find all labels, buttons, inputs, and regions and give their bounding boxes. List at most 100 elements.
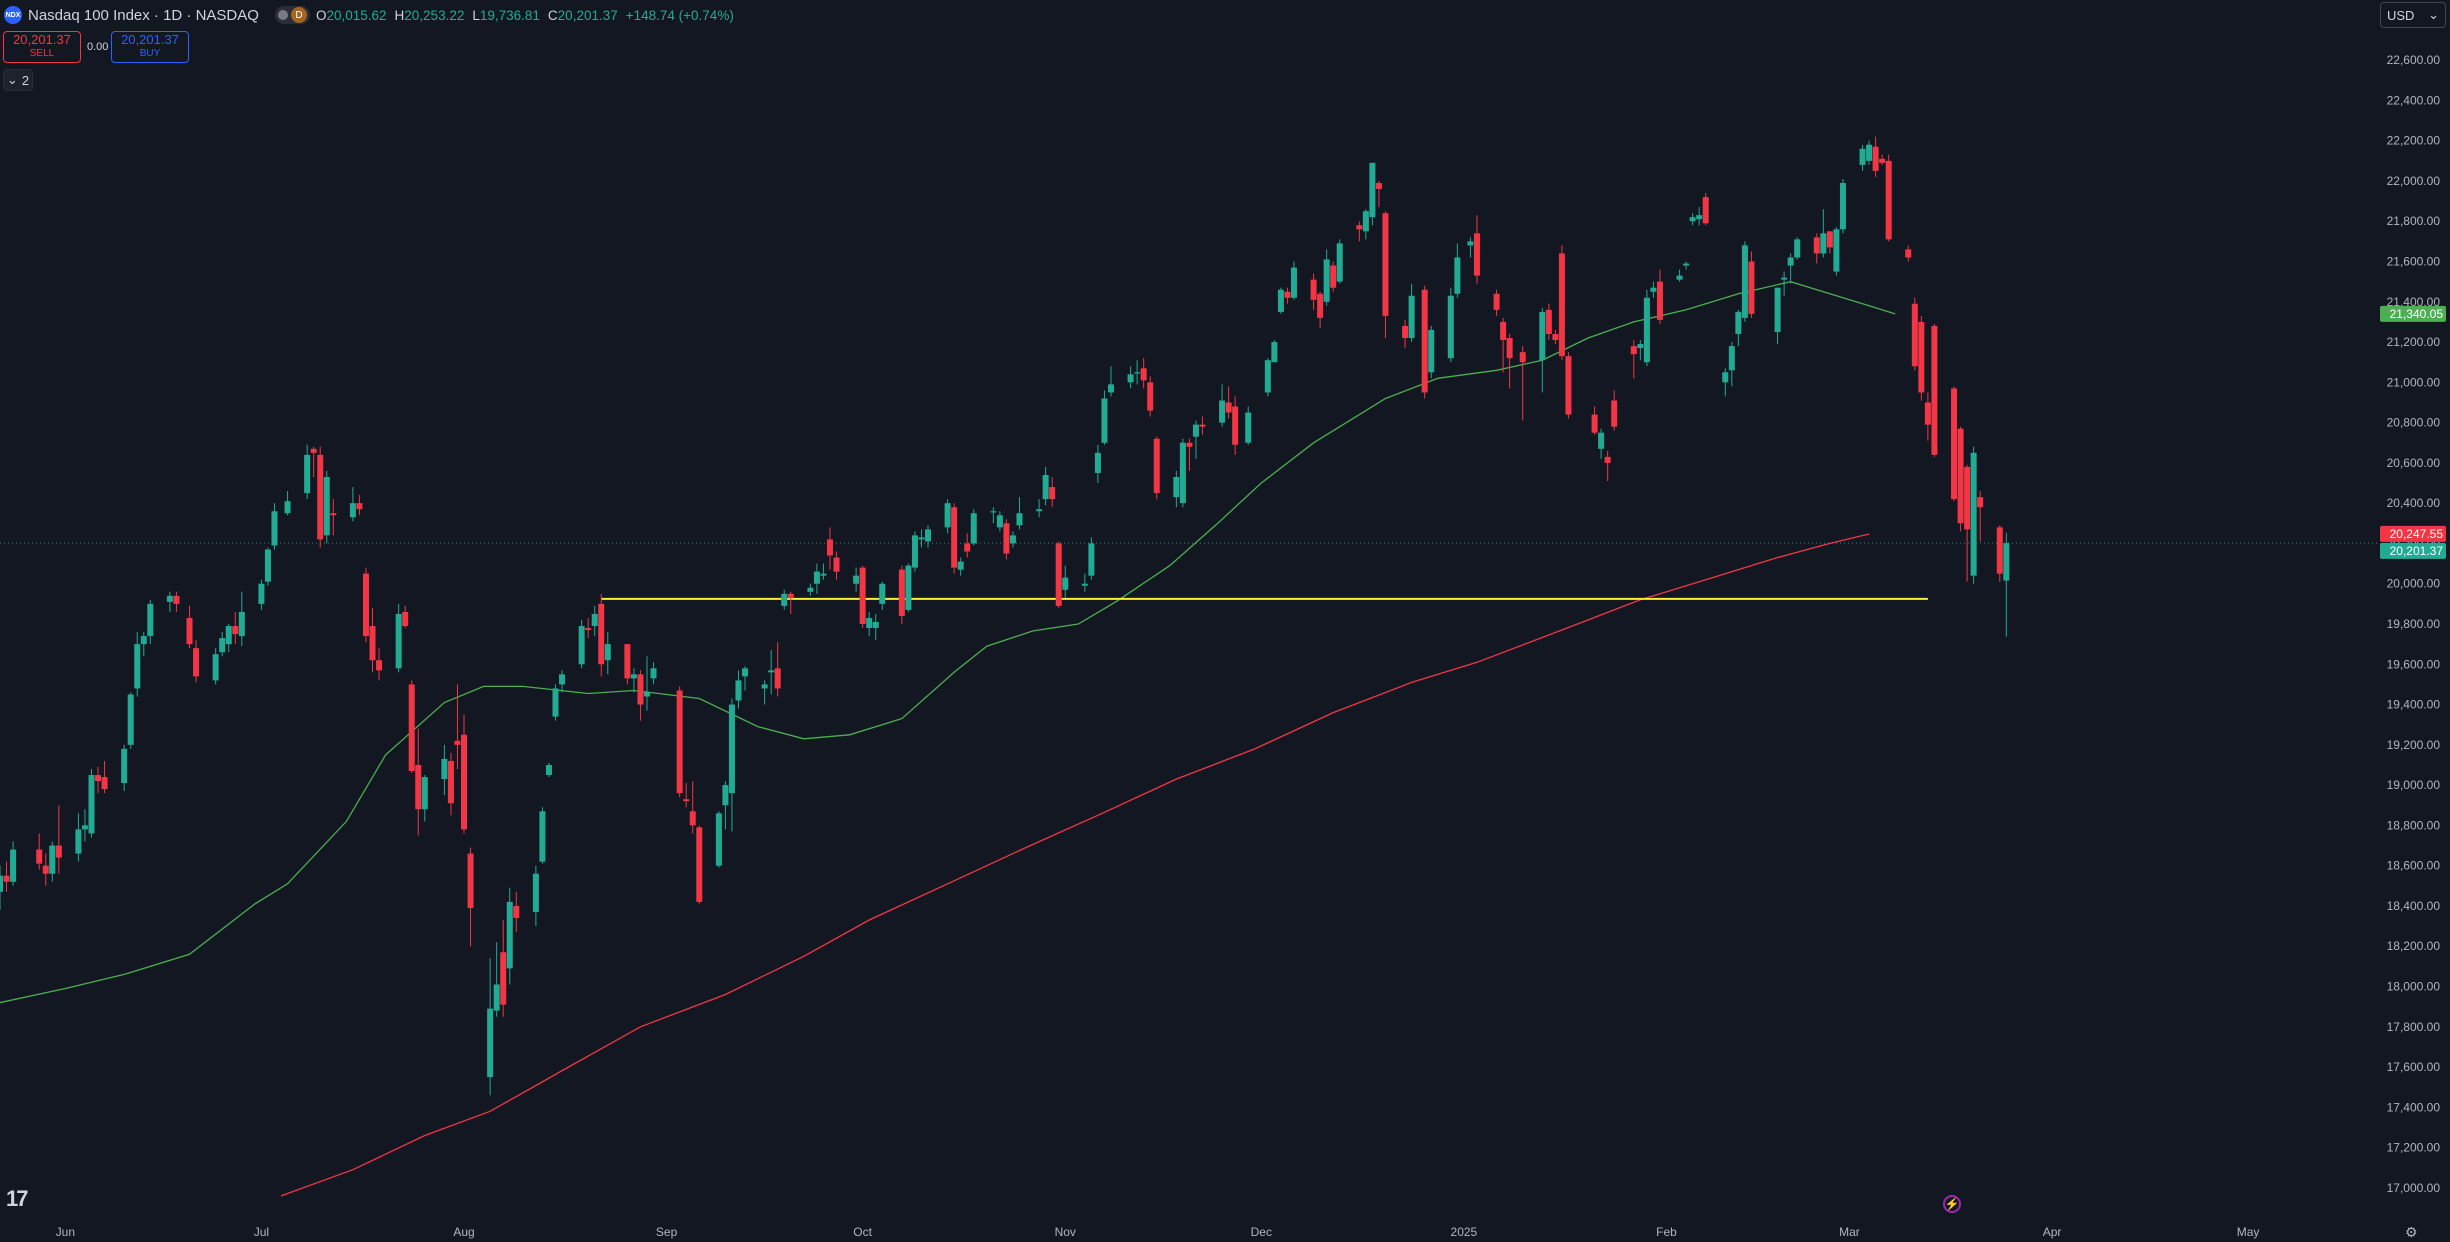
candle-body	[1362, 211, 1369, 232]
candle-body	[1951, 388, 1958, 500]
candle-body	[1375, 182, 1382, 190]
candle-body	[2003, 543, 2010, 581]
candle-body	[1062, 577, 1069, 590]
ohlc-values: O20,015.62 H20,253.22 L19,736.81 C20,201…	[316, 8, 734, 23]
candle-body	[532, 873, 539, 912]
tradingview-logo-icon[interactable]: 17	[6, 1186, 29, 1211]
candle-body	[591, 613, 598, 627]
candle-body	[232, 626, 239, 635]
candle-body	[1101, 398, 1108, 443]
candle-body	[225, 626, 232, 645]
indicators-toggle-button[interactable]: ⌄ 2	[3, 69, 33, 91]
candle-body	[1042, 474, 1049, 500]
y-tick-label: 17,400.00	[2387, 1100, 2441, 1114]
candle-body	[826, 539, 833, 556]
candle-body	[81, 825, 88, 830]
candle-body	[1689, 217, 1696, 222]
candle-body	[1219, 400, 1226, 423]
y-tick-label: 21,400.00	[2387, 295, 2441, 309]
y-tick-label: 18,800.00	[2387, 818, 2441, 832]
candle-body	[317, 454, 324, 540]
candle-body	[304, 454, 311, 494]
candle-body	[1650, 287, 1657, 292]
candle-body	[774, 668, 781, 689]
currency-select[interactable]: USD ⌄	[2380, 2, 2446, 28]
candle-body	[1611, 400, 1618, 427]
candle-body	[1931, 325, 1938, 455]
candle-body	[1454, 257, 1461, 294]
y-tick-label: 18,200.00	[2387, 939, 2441, 953]
candle-body	[1637, 344, 1644, 349]
candle-body	[395, 613, 402, 669]
data-badge: D	[290, 7, 307, 23]
candle-body	[1134, 372, 1141, 374]
candle-body	[1558, 253, 1565, 357]
candle-body	[140, 636, 147, 645]
candle-body	[166, 595, 173, 602]
y-tick-label: 19,400.00	[2387, 698, 2441, 712]
candle-body	[1003, 523, 1010, 554]
candle-body	[859, 567, 866, 624]
candle-body	[1598, 432, 1605, 449]
candle-body	[1604, 456, 1611, 463]
candle-body	[957, 561, 964, 570]
candle-body	[1153, 438, 1160, 494]
candle-body	[1369, 162, 1376, 218]
candle-body	[121, 748, 128, 784]
candle-body	[1924, 402, 1931, 425]
ma200-layer	[280, 533, 1870, 1197]
candle-body	[742, 668, 749, 677]
candle-body	[696, 827, 703, 902]
chevron-down-icon: ⌄	[6, 72, 18, 87]
symbol-icon[interactable]: NDX	[4, 6, 22, 24]
candle-body	[539, 811, 546, 862]
candle-body	[951, 507, 958, 568]
sell-button[interactable]: 20,201.37 SELL	[3, 31, 81, 63]
candle-body	[1977, 497, 1984, 508]
candle-body	[323, 476, 330, 536]
lightning-icon[interactable]: ⚡	[1943, 1195, 1961, 1213]
candle-body	[722, 785, 729, 806]
price-label-box	[2380, 542, 2446, 559]
x-tick-label: Oct	[853, 1225, 872, 1239]
candle-body	[513, 905, 520, 919]
candle-body	[552, 688, 559, 717]
candle-body	[134, 644, 141, 689]
y-tick-label: 17,000.00	[2387, 1181, 2441, 1195]
x-tick-label: May	[2237, 1225, 2260, 1239]
candle-body	[1225, 402, 1232, 413]
candle-body	[1839, 182, 1846, 230]
candle-body	[1879, 158, 1886, 163]
trade-panel: 20,201.37 SELL 0.00 20,201.37 BUY	[3, 31, 189, 63]
candle-body	[36, 849, 43, 864]
candle-body	[1833, 229, 1840, 272]
candle-body	[1036, 509, 1043, 512]
legend-bar: NDX Nasdaq 100 Index · 1D · NASDAQ D O20…	[4, 4, 734, 26]
candle-body	[1643, 297, 1650, 363]
price-label-box	[2380, 525, 2446, 542]
candle-body	[689, 811, 696, 826]
candle-body	[1957, 428, 1964, 524]
candle-body	[683, 799, 690, 802]
candle-body	[604, 644, 611, 661]
x-tick-label: Sep	[656, 1225, 678, 1239]
candle-body	[911, 535, 918, 568]
y-tick-label: 22,600.00	[2387, 53, 2441, 67]
open-value: 20,015.62	[326, 7, 387, 23]
candle-body	[1473, 233, 1480, 276]
y-tick-label: 17,200.00	[2387, 1141, 2441, 1155]
candle-body	[624, 644, 631, 679]
candle-body	[728, 704, 735, 794]
status-pill[interactable]: D	[274, 6, 310, 24]
gear-icon[interactable]: ⚙	[2405, 1224, 2418, 1240]
buy-button[interactable]: 20,201.37 BUY	[111, 31, 189, 63]
x-tick-label: Nov	[1055, 1225, 1076, 1239]
candle-body	[1702, 197, 1709, 224]
low-value: 19,736.81	[479, 7, 540, 23]
candle-body	[559, 674, 566, 685]
close-label: C	[547, 7, 558, 23]
y-tick-label: 18,600.00	[2387, 859, 2441, 873]
buy-price: 20,201.37	[121, 32, 179, 47]
symbol-title[interactable]: Nasdaq 100 Index · 1D · NASDAQ	[28, 6, 259, 24]
